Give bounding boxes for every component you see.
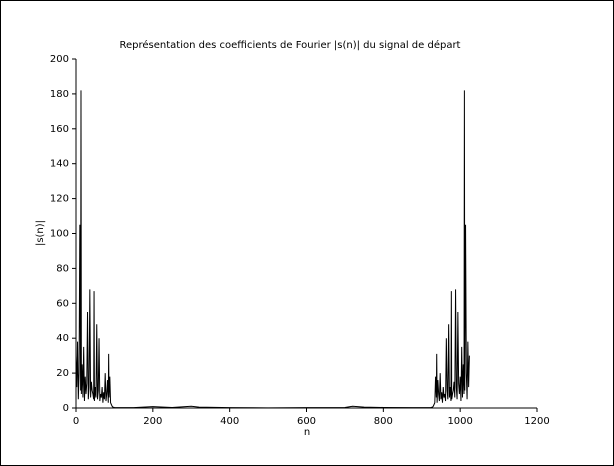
x-tick-label: 200 bbox=[143, 416, 162, 427]
y-tick-label: 60 bbox=[56, 298, 69, 309]
y-tick-label: 140 bbox=[50, 159, 69, 170]
y-tick-label: 80 bbox=[56, 263, 69, 274]
x-tick-label: 800 bbox=[374, 416, 393, 427]
x-axis-label: n bbox=[304, 427, 310, 438]
chart-title: Représentation des coefficients de Fouri… bbox=[120, 39, 461, 51]
x-tick-label: 0 bbox=[73, 416, 79, 427]
line-series bbox=[75, 90, 470, 409]
y-tick-label: 120 bbox=[50, 194, 69, 205]
y-tick-label: 180 bbox=[50, 89, 69, 100]
x-tick-label: 400 bbox=[220, 416, 239, 427]
y-axis-label: |s(n)| bbox=[35, 220, 46, 246]
y-tick-label: 100 bbox=[50, 229, 69, 240]
y-tick-label: 20 bbox=[56, 368, 69, 379]
y-tick-label: 0 bbox=[63, 403, 69, 414]
x-tick-label: 1200 bbox=[524, 416, 549, 427]
x-tick-label: 600 bbox=[297, 416, 316, 427]
y-tick-label: 200 bbox=[50, 54, 69, 65]
x-tick-label: 1000 bbox=[447, 416, 472, 427]
y-tick-label: 40 bbox=[56, 333, 69, 344]
y-tick-label: 160 bbox=[50, 124, 69, 135]
